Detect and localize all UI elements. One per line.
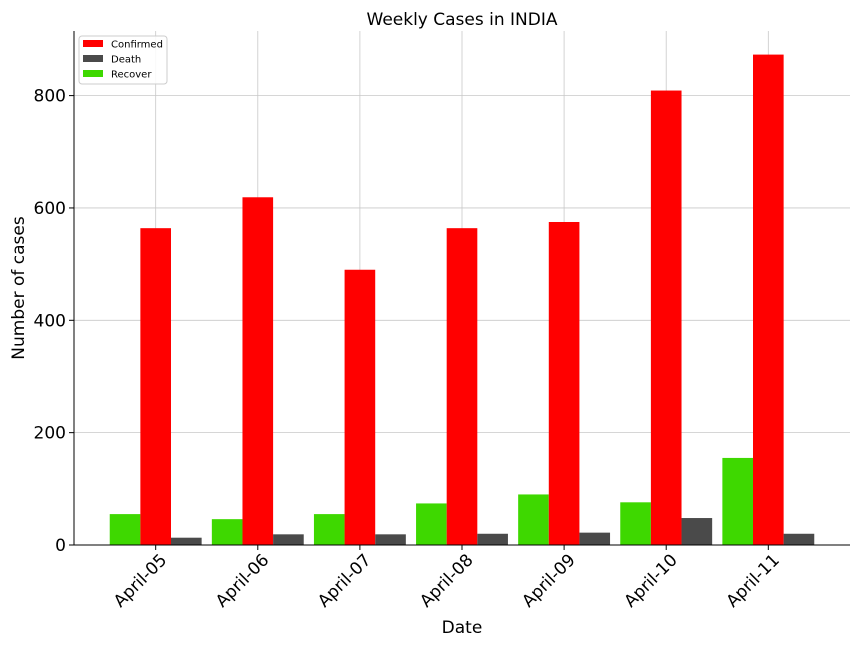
bar-confirmed-april-09: [548, 221, 580, 545]
x-tick-label: April-05: [110, 550, 171, 611]
bar-confirmed-april-07: [344, 269, 376, 545]
y-tick-label: 800: [34, 87, 66, 107]
legend-label-recover: Recover: [111, 70, 152, 81]
x-tick-label: April-11: [723, 550, 784, 611]
bar-confirmed-april-05: [140, 228, 171, 545]
bar-death-april-11: [783, 533, 815, 545]
x-axis-label: Date: [442, 618, 483, 638]
bar-confirmed-april-10: [650, 90, 682, 546]
y-tick-labels: 0 200 400 600 800: [34, 87, 74, 556]
y-tick-label: 200: [34, 424, 66, 444]
bar-death-april-10: [681, 518, 713, 545]
bar-confirmed-april-06: [242, 197, 274, 546]
x-tick-label: April-08: [416, 550, 477, 611]
legend: Confirmed Death Recover: [78, 35, 168, 85]
legend-swatch-confirmed: [83, 40, 103, 47]
bar-confirmed-april-11: [753, 54, 784, 545]
bar-recover-april-07: [313, 514, 345, 545]
x-tick-label: April-09: [518, 550, 579, 611]
legend-swatch-recover: [83, 70, 103, 77]
legend-label-confirmed: Confirmed: [111, 40, 163, 51]
x-tick-label: April-06: [212, 550, 273, 611]
bar-death-april-08: [477, 533, 508, 545]
bar-recover-april-10: [620, 502, 651, 545]
bar-recover-april-08: [416, 503, 447, 545]
x-tick-labels: April-05 April-06 April-07 April-08 April-09…: [110, 545, 784, 612]
y-tick-label: 600: [34, 199, 66, 219]
bar-recover-april-11: [722, 457, 753, 545]
y-axis-label: Number of cases: [9, 216, 29, 360]
bar-recover-april-09: [518, 494, 549, 545]
y-tick-label: 0: [55, 536, 66, 556]
x-tick-label: April-10: [620, 550, 681, 611]
chart-title: Weekly Cases in INDIA: [367, 10, 558, 30]
bar-confirmed-april-08: [446, 228, 478, 545]
bars: [109, 54, 815, 546]
x-tick-label: April-07: [314, 550, 375, 611]
bar-death-april-05: [171, 537, 202, 545]
bar-death-april-09: [579, 532, 611, 545]
legend-swatch-death: [83, 55, 103, 62]
bar-death-april-07: [375, 534, 406, 545]
bar-recover-april-05: [109, 514, 141, 545]
bar-death-april-06: [273, 534, 304, 545]
legend-label-death: Death: [111, 55, 141, 66]
bar-recover-april-06: [211, 519, 243, 545]
y-tick-label: 400: [34, 311, 66, 331]
